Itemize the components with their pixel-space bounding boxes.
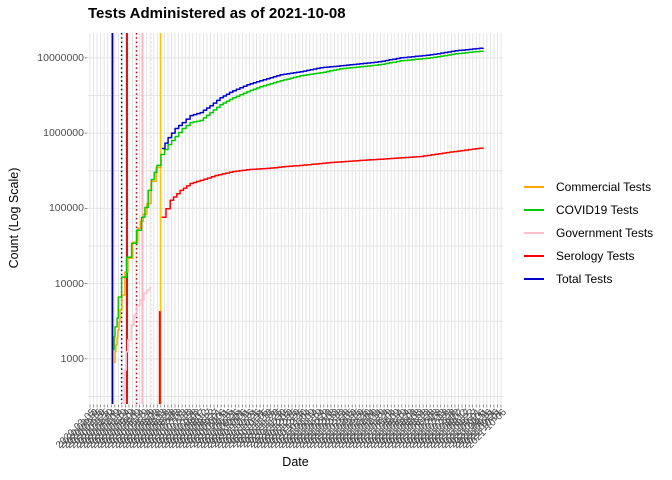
legend: Commercial Tests COVID19 Tests Government … xyxy=(524,175,653,290)
legend-item-label: Commercial Tests xyxy=(556,179,652,194)
plot-svg xyxy=(84,33,503,408)
x-axis-title: Date xyxy=(282,455,309,469)
series-line-government-tests xyxy=(121,287,151,404)
legend-item: Government Tests xyxy=(524,221,653,244)
series-line-serology-tests xyxy=(161,147,484,219)
y-tick-label: 1000000 xyxy=(43,127,84,140)
legend-line-swatch xyxy=(524,185,544,188)
legend-item-label: Government Tests xyxy=(556,225,654,240)
legend-line-swatch xyxy=(524,277,544,280)
legend-item-label: Total Tests xyxy=(556,271,613,286)
y-tick-label: 10000000 xyxy=(37,51,84,64)
legend-item: COVID19 Tests xyxy=(524,198,653,221)
legend-item-label: COVID19 Tests xyxy=(556,202,639,217)
y-tick-label: 1000 xyxy=(60,352,84,365)
plot-panel xyxy=(84,33,503,408)
legend-item-label: Serology Tests xyxy=(556,248,635,263)
y-tick-label: 10000 xyxy=(54,277,84,290)
legend-line-swatch xyxy=(524,254,544,257)
y-tick-label: 100000 xyxy=(48,202,84,215)
legend-item: Commercial Tests xyxy=(524,175,653,198)
series-line-total-tests xyxy=(161,47,484,150)
legend-item: Total Tests xyxy=(524,267,653,290)
chart-title: Tests Administered as of 2021-10-08 xyxy=(88,5,346,22)
y-axis-tick-labels: 10000000 1000000 100000 10000 1000 xyxy=(0,0,84,480)
series-line-covid19-tests xyxy=(112,50,484,351)
legend-line-swatch xyxy=(524,208,544,211)
legend-item: Serology Tests xyxy=(524,244,653,267)
legend-line-swatch xyxy=(524,231,544,234)
